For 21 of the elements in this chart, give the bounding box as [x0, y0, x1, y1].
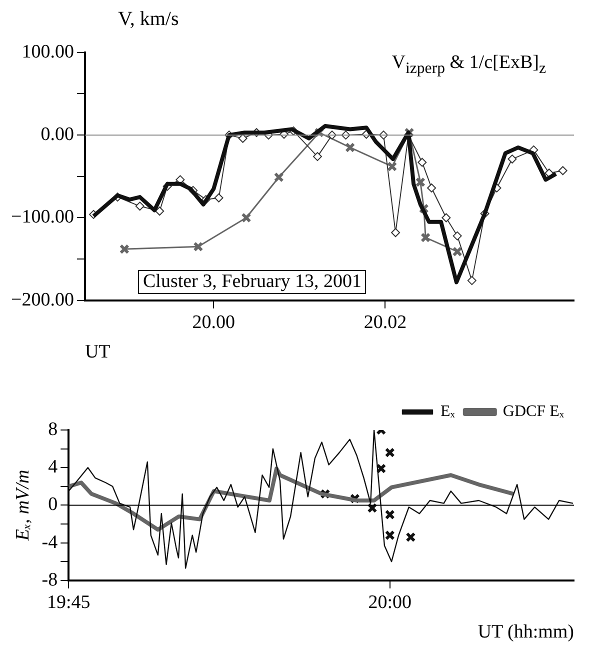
y-axis-title: V, km/s [117, 8, 180, 32]
legend-label: Eₓ [440, 403, 456, 420]
x-axis-title: UT (hh:mm) [478, 622, 574, 643]
x-tick-label: 19:45 [46, 592, 90, 613]
y-tick-label: −200.00 [10, 289, 74, 310]
y-axis-title: Eₓ, mV/m [12, 470, 34, 542]
annotation: V$_{izperp}$ & 1/c[ExB]$_{z}$ [392, 52, 546, 78]
x-tick-label: 20.02 [364, 312, 407, 333]
legend-label: GDCF Eₓ [502, 403, 564, 420]
y-tick-label: −100.00 [10, 206, 74, 228]
x-tick-label: 20.00 [192, 312, 236, 333]
y-tick-label: 8 [48, 418, 58, 440]
y-tick-label: -8 [42, 569, 58, 590]
y-tick-label: 100.00 [22, 41, 74, 62]
y-tick-label: -4 [42, 532, 58, 553]
annotation: Cluster 3, February 13, 2001 [138, 270, 366, 294]
x-tick-label: 20:00 [368, 592, 412, 613]
y-tick-label: 0.00 [40, 124, 74, 146]
y-tick-label: 0 [48, 494, 58, 516]
y-tick-label: 4 [48, 456, 58, 478]
x-axis-title: UT [84, 342, 111, 363]
